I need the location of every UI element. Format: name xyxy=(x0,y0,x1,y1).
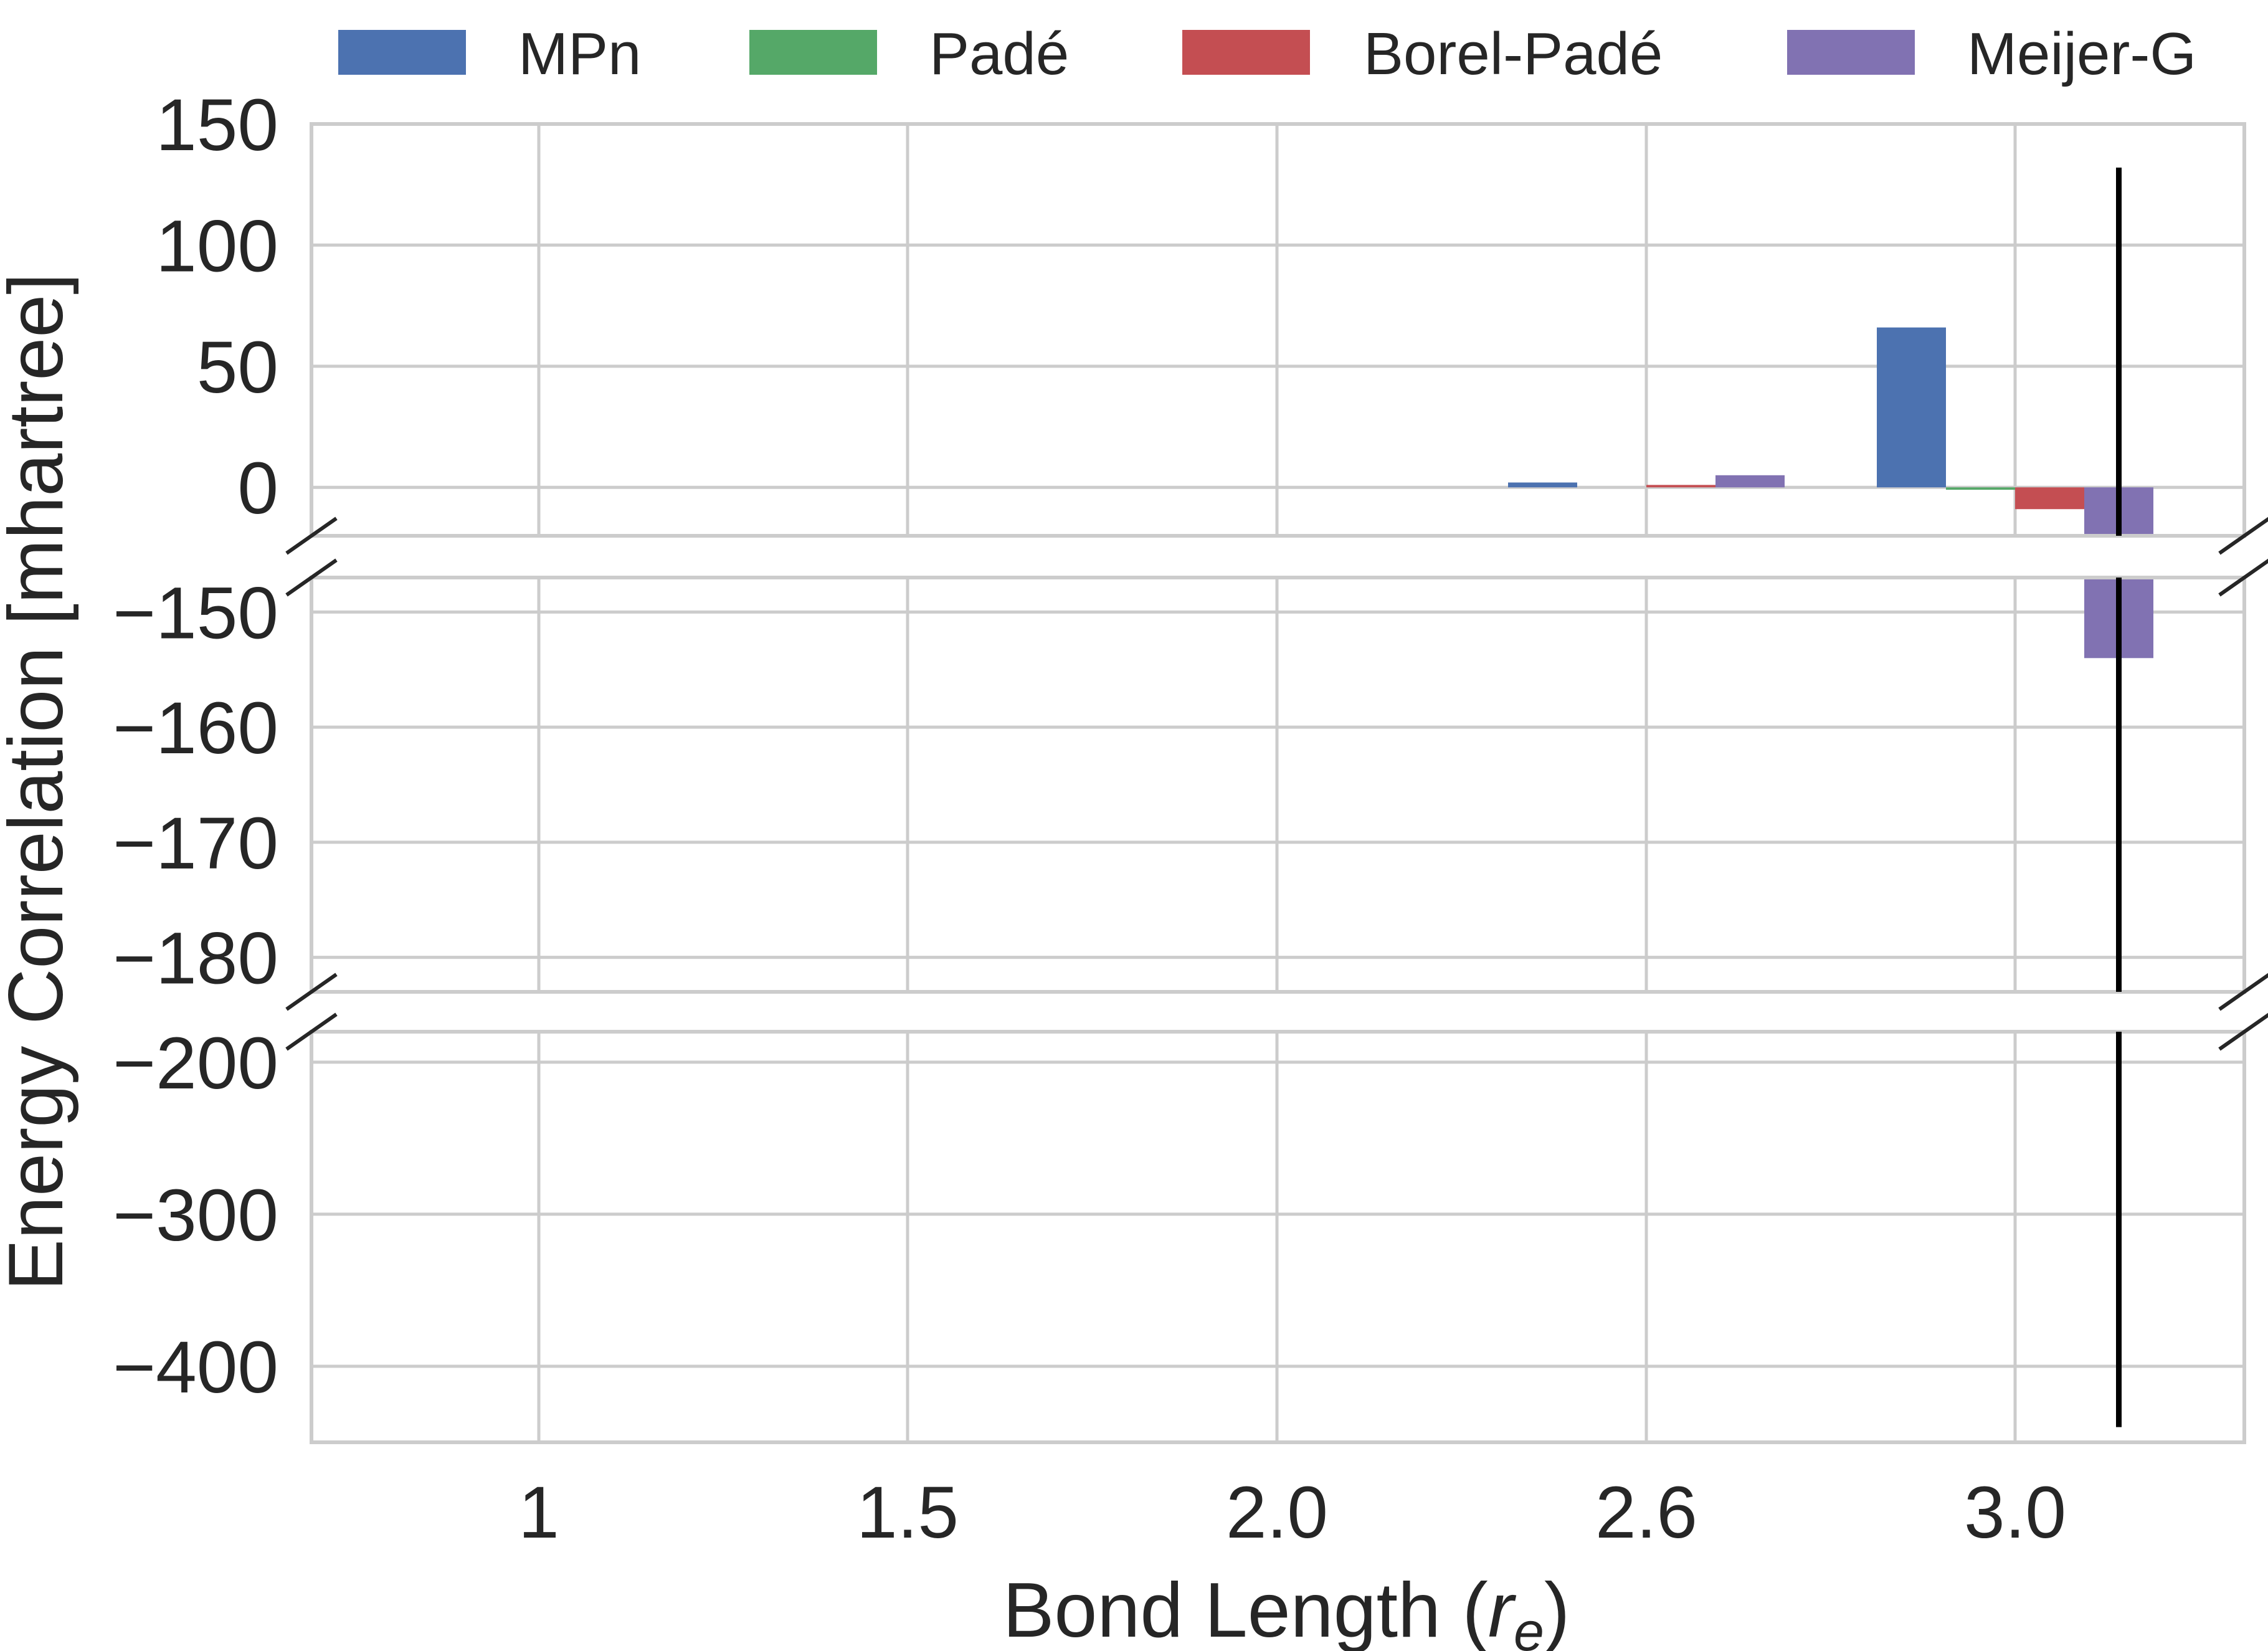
grid-layer xyxy=(311,122,2244,1442)
x-axis-title-symbol: r xyxy=(1488,1568,1517,1651)
axis-break-mark xyxy=(2218,973,2268,1011)
panel-frame xyxy=(310,1030,2246,1444)
bar-panel xyxy=(1508,658,2153,992)
x-axis-title-text: Bond Length ( xyxy=(1003,1568,1488,1651)
axis-break-mark xyxy=(285,973,338,1011)
x-axis-title-subscript: e xyxy=(1514,1601,1544,1651)
bar-meijer-g xyxy=(1715,475,1785,488)
legend-label: Meijer-G xyxy=(1967,21,2196,87)
bar-panel xyxy=(2084,578,2153,659)
y-tick-label: −160 xyxy=(113,687,278,769)
y-tick-label: 100 xyxy=(156,205,278,287)
bar-borel-pad- xyxy=(2015,487,2084,510)
legend-label: Borel-Padé xyxy=(1364,21,1663,87)
y-tick-label: −150 xyxy=(113,572,278,654)
axis-break-mark xyxy=(285,1012,338,1051)
x-tick-label: 1.5 xyxy=(856,1472,959,1554)
y-tick-label: −180 xyxy=(113,918,278,1000)
legend-label: MPn xyxy=(518,21,641,87)
legend-swatch xyxy=(1182,30,1310,75)
bar-pad- xyxy=(1946,758,2015,760)
x-tick-labels: 1 1.5 2.0 2.6 3.0 xyxy=(518,1472,2066,1554)
y-tick-label: 0 xyxy=(237,447,278,530)
axis-break-marks xyxy=(285,516,2268,1051)
bar-borel-pad- xyxy=(1646,756,1715,758)
y-tick-label: −400 xyxy=(113,1326,278,1409)
bar-mpn xyxy=(1877,658,1946,758)
frame-layer xyxy=(310,122,2246,1444)
y-tick-label: −170 xyxy=(113,802,278,885)
axis-break-mark xyxy=(2218,1012,2268,1051)
x-axis-title: Bond Length (re) xyxy=(1003,1568,1570,1651)
legend-label: Padé xyxy=(929,21,1069,87)
y-tick-labels: 150 100 50 0 −150 −160 −170 −180 −200 −300 −400 xyxy=(113,84,278,1409)
bar-borel-pad- xyxy=(2015,758,2084,772)
panel-frame xyxy=(310,576,2246,994)
panel-frame xyxy=(310,122,2246,538)
legend-swatch xyxy=(749,30,877,75)
y-tick-label: −200 xyxy=(113,1022,278,1105)
bar-meijer-g xyxy=(1715,750,1785,758)
bar-mpn xyxy=(1508,482,1577,488)
bar-borel-pad- xyxy=(1646,485,1715,488)
bar-mpn xyxy=(1877,327,1946,488)
legend-swatch xyxy=(1787,30,1915,75)
bar-pad- xyxy=(1946,487,2015,490)
legend-swatch xyxy=(338,30,466,75)
y-tick-label: 150 xyxy=(156,84,278,166)
bar-mpn xyxy=(1508,755,1577,758)
legend: MPn Padé Borel-Padé Meijer-G xyxy=(338,21,2196,87)
x-tick-label: 3.0 xyxy=(1964,1472,2066,1554)
y-axis-title: Energy Correlation [mhartree] xyxy=(0,273,79,1290)
x-tick-label: 2.0 xyxy=(1226,1472,1328,1554)
bar-panel xyxy=(1508,327,2153,536)
x-tick-label: 2.6 xyxy=(1595,1472,1697,1554)
x-axis-title-suffix: ) xyxy=(1544,1568,1570,1651)
axis-break-mark xyxy=(285,516,338,555)
axis-break-mark xyxy=(2218,558,2268,597)
y-tick-label: 50 xyxy=(197,326,278,409)
axis-break-mark xyxy=(285,558,338,597)
x-tick-label: 1 xyxy=(518,1472,559,1554)
y-tick-label: −300 xyxy=(113,1174,278,1257)
axis-break-mark xyxy=(2218,516,2268,555)
